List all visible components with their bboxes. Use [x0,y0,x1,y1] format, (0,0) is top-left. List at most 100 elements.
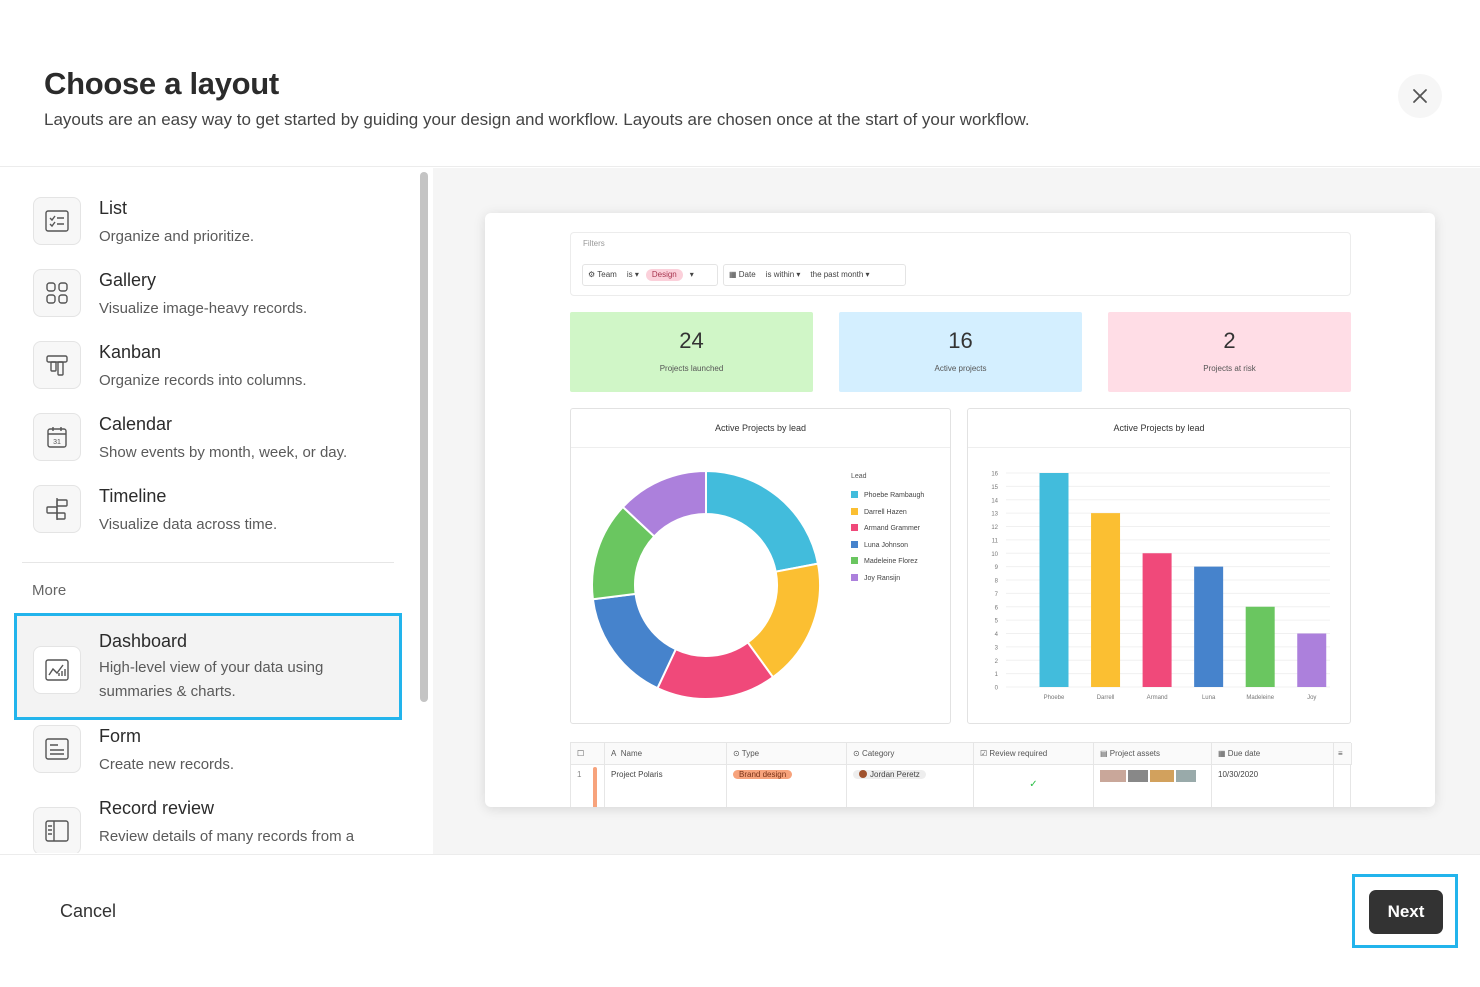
layout-option-name: Form [99,726,141,746]
cell-assets [1094,765,1212,807]
filters-bar: Filters ⚙ Team is ▾ Design ▾ ▦ Date is withi… [570,232,1351,296]
y-tick-label: 2 [995,659,999,665]
y-tick-label: 0 [995,686,999,692]
y-tick-label: 13 [991,512,998,518]
filter-field: ▦ Date [729,270,756,279]
svg-text:31: 31 [53,439,61,446]
row-color-bar [593,767,597,807]
y-tick-label: 5 [995,619,999,625]
legend-item: Luna Johnson [851,540,908,549]
cell-name: Project Polaris [605,765,727,807]
legend-label: Madeleine Florez [864,558,918,565]
gallery-icon [33,269,81,317]
cancel-button[interactable]: Cancel [60,901,117,921]
sidebar-divider [22,562,394,563]
y-tick-label: 9 [995,565,999,571]
y-tick-label: 7 [995,592,999,598]
cell-due-date: 10/30/2020 [1212,765,1334,807]
x-tick-label: Madeleine [1246,695,1274,701]
filter-op: is within ▾ [765,270,801,279]
bar [1194,566,1224,687]
filter-value: the past month ▾ [810,270,870,279]
modal-footer: Cancel Next [0,854,1480,960]
legend-swatch [851,557,858,564]
filters-label: Filters [583,239,605,248]
layout-option-kanban[interactable]: Kanban Organize records into columns. [20,337,400,409]
legend-label: Luna Johnson [864,541,908,549]
layout-option-name: Calendar [99,414,173,434]
stat-card-active: 16 Active projects [839,312,1082,392]
donut-chart [591,469,821,700]
layout-option-gallery[interactable]: Gallery Visualize image-heavy records. [20,265,400,337]
modal-header: Choose a layout Layouts are an easy way … [0,26,1480,167]
filter-op: is ▾ [626,270,639,279]
layout-option-desc: Organize and prioritize. [99,228,255,245]
layout-option-timeline[interactable]: Timeline Visualize data across time. [20,481,400,553]
layout-option-name: Gallery [99,270,157,290]
donut-chart-panel: Active Projects by lead Lead Phoebe Ramb… [570,408,951,724]
dashboard-icon [33,646,81,694]
filter-field: ⚙ Team [588,270,617,279]
y-tick-label: 4 [995,632,999,638]
next-button[interactable]: Next [1369,890,1443,934]
menu-icon: ≡ [1334,743,1352,765]
legend-swatch [851,524,858,531]
sidebar-scrollbar[interactable] [420,172,428,702]
filter-value-tag: Design [645,269,683,281]
select-all-checkbox: ☐ [571,743,605,765]
filter-chip-team: ⚙ Team is ▾ Design ▾ [582,264,718,286]
calendar-icon: 31 [33,413,81,461]
y-tick-label: 12 [991,525,998,531]
layout-option-desc: Visualize image-heavy records. [99,300,308,317]
column-header: ⊙ Category [847,743,974,765]
avatar [859,770,867,778]
legend-swatch [851,507,858,515]
x-tick-label: Luna [1202,695,1216,701]
legend-label: Armand Grammer [864,525,921,532]
layout-option-name: Record review [99,798,215,818]
bar [1297,633,1327,687]
column-header: ▤ Project assets [1094,743,1212,765]
y-tick-label: 6 [995,605,999,611]
y-tick-label: 16 [991,472,998,478]
y-tick-label: 14 [991,498,998,504]
layout-option-name: Timeline [99,486,167,506]
cell-review: ✓ [974,765,1094,807]
layout-option-desc: Visualize data across time. [99,516,278,533]
x-tick-label: Armand [1147,695,1168,701]
close-button[interactable] [1398,74,1442,118]
legend-swatch [851,540,858,548]
stat-value: 16 [948,328,973,353]
bar [1091,513,1121,687]
y-tick-label: 3 [995,645,999,651]
legend-swatch [851,573,858,581]
layout-option-form[interactable]: Form Create new records. [20,721,400,793]
stat-value: 2 [1223,328,1236,353]
chevron-down-icon: ▾ [689,270,694,279]
legend-item: Armand Grammer [851,524,920,532]
legend-item: Darrell Hazen [851,507,907,516]
bar [1039,473,1069,687]
x-tick-label: Darrell [1097,695,1115,701]
layout-option-name: List [99,198,128,218]
list-icon [33,197,81,245]
kanban-icon [33,341,81,389]
layout-option-dashboard[interactable]: Dashboard High-level view of your data u… [14,613,402,720]
legend-label: Phoebe Rambaugh [864,492,925,499]
stat-label: Projects at risk [1203,364,1256,373]
stat-value: 24 [679,328,704,353]
legend-swatch [851,491,858,498]
layout-option-name: Dashboard [99,631,188,651]
layout-option-record-review[interactable]: Record review Review details of many rec… [20,793,400,853]
y-tick-label: 10 [991,552,998,558]
bar [1142,553,1172,687]
donut-slice [705,469,820,573]
layout-option-desc: Review details of many records from a ta… [99,828,355,853]
legend-title: Lead [851,473,867,480]
layout-option-calendar[interactable]: 31 Calendar Show events by month, week, … [20,409,400,481]
layout-option-desc: High-level view of your data using summa… [99,659,324,700]
layout-option-list[interactable]: List Organize and prioritize. [20,193,400,265]
y-tick-label: 15 [991,485,998,491]
legend-item: Phoebe Rambaugh [851,491,924,499]
